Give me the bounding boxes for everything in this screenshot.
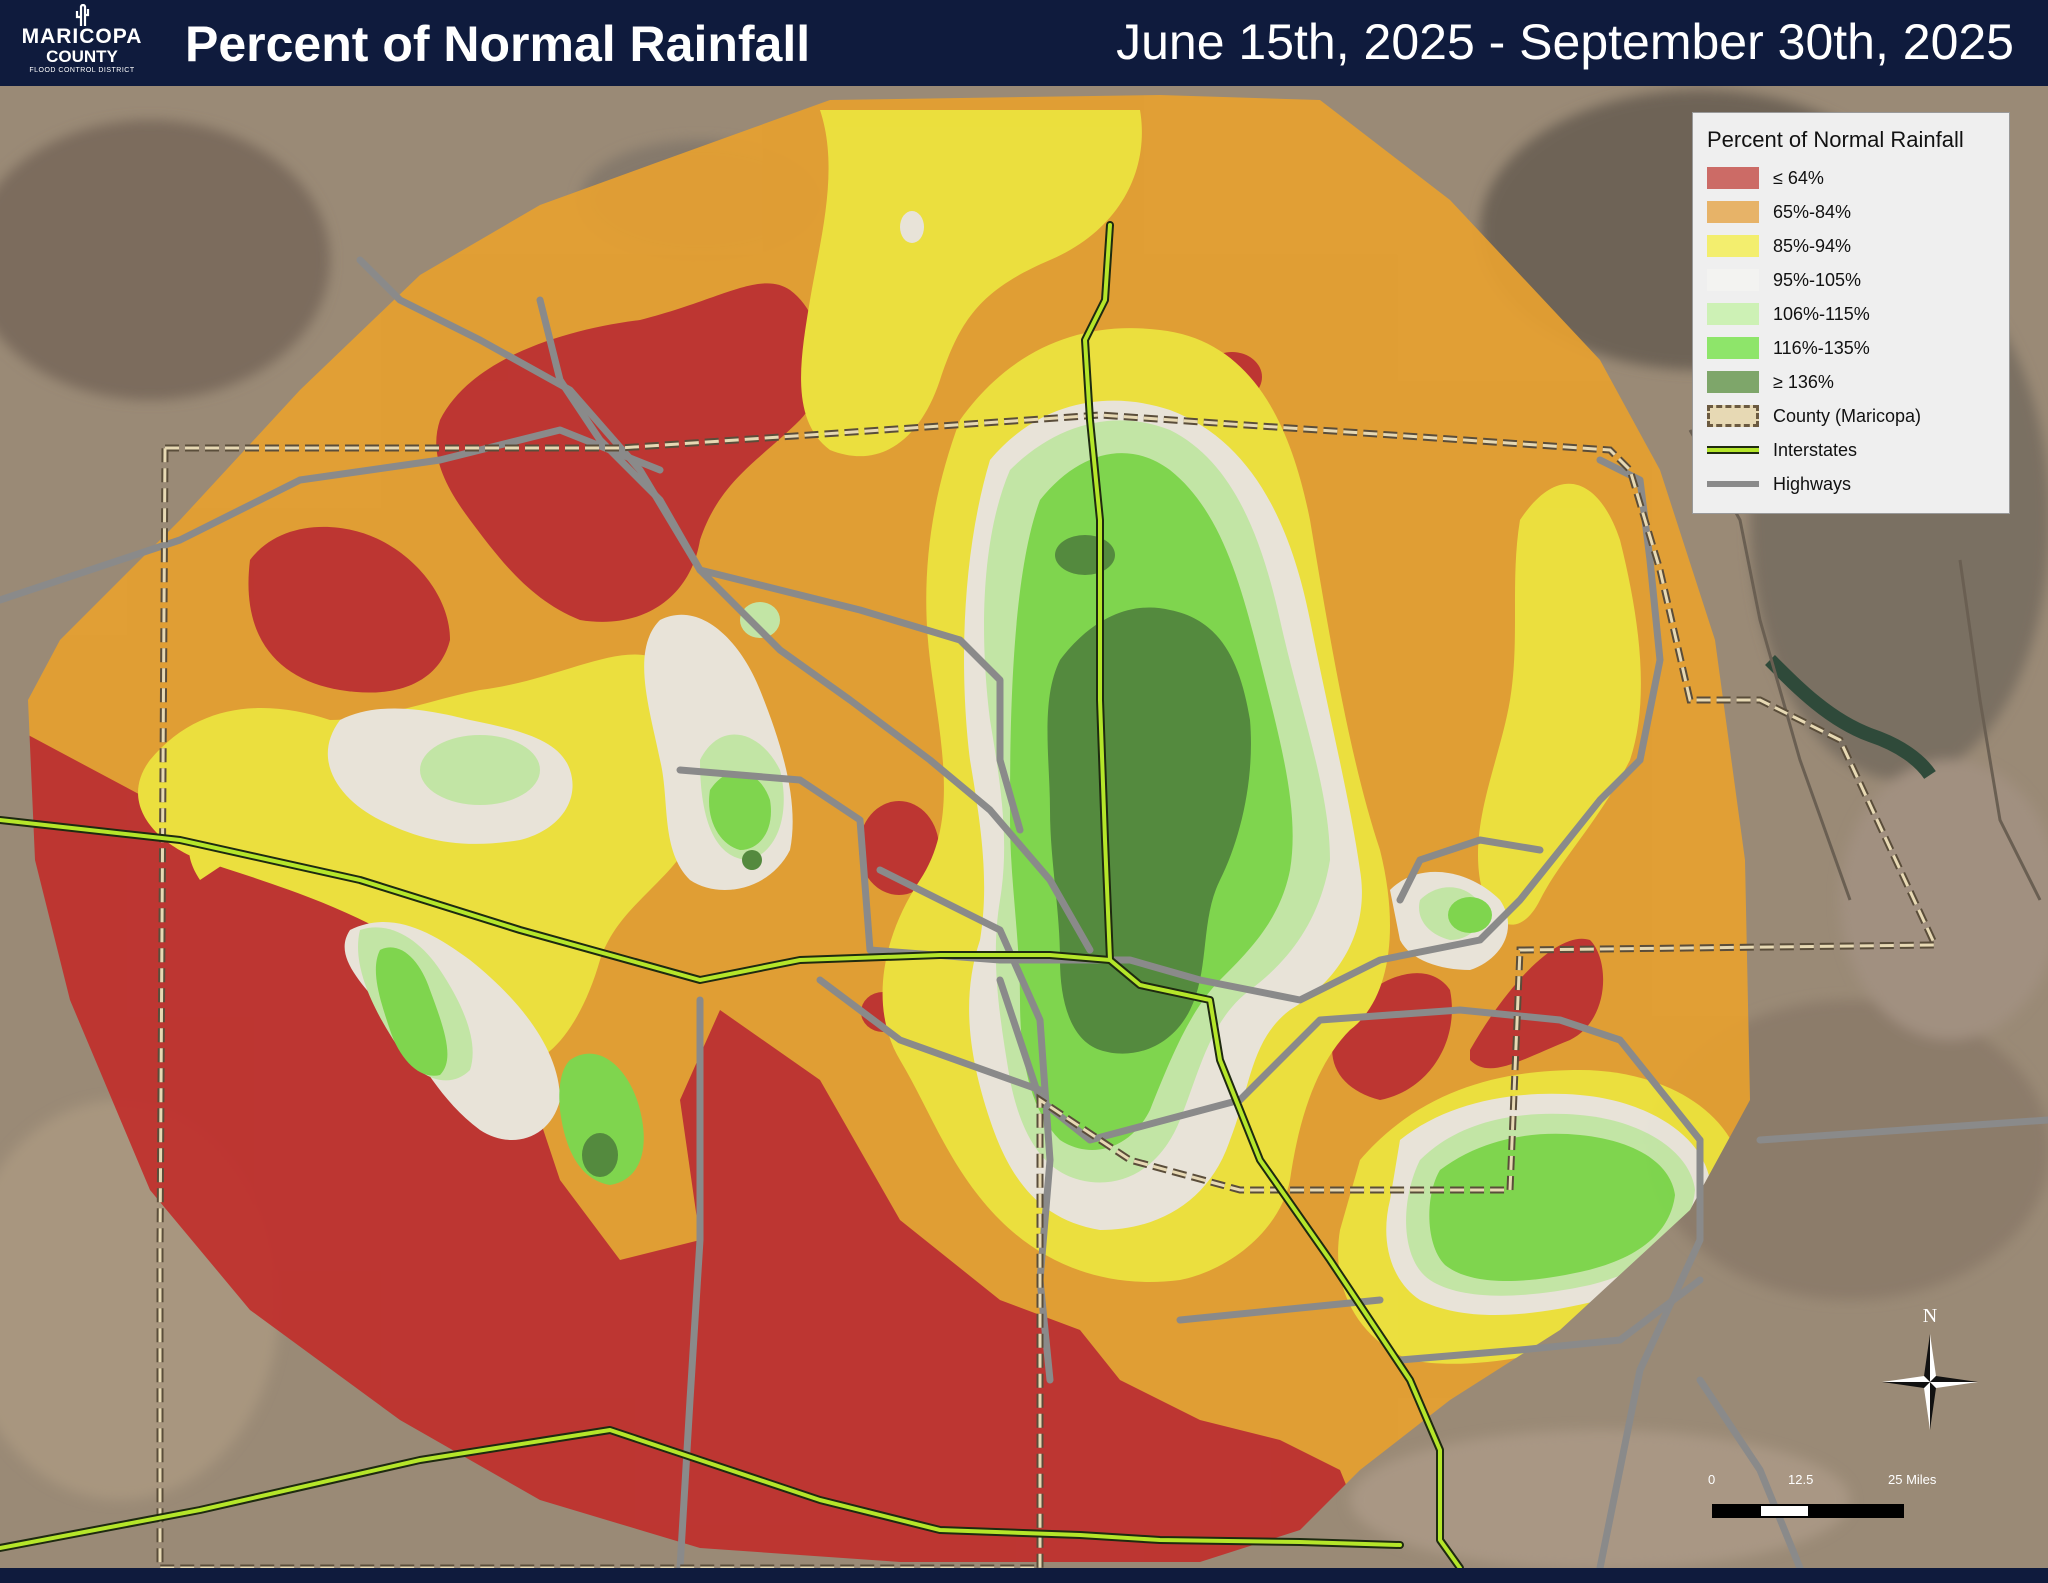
rainfall-zones — [28, 95, 1750, 1562]
legend-label: 106%-115% — [1773, 303, 1870, 324]
map-legend: Percent of Normal Rainfall ≤ 64% 65%-84%… — [1692, 112, 2010, 514]
lake-feature — [1765, 655, 1936, 780]
legend-label: 95%-105% — [1773, 269, 1862, 290]
scale-tick-25: 25 Miles — [1888, 1472, 1937, 1487]
legend-swatch — [1707, 371, 1759, 393]
legend-title: Percent of Normal Rainfall — [1707, 127, 1964, 152]
legend-item-116-135: 116%-135% — [1707, 331, 1995, 365]
legend-label: County (Maricopa) — [1773, 405, 1922, 426]
legend-swatch — [1707, 303, 1759, 325]
logo-line-2: COUNTY — [46, 47, 118, 66]
legend-item-106-115: 106%-115% — [1707, 297, 1995, 331]
legend-label: Highways — [1773, 473, 1852, 494]
county-boundary — [156, 411, 1941, 1568]
map-title: Percent of Normal Rainfall — [185, 16, 811, 72]
interstates — [0, 221, 1464, 1568]
legend-item-county: County (Maricopa) — [1707, 399, 1995, 433]
logo-line-1: MARICOPA — [21, 25, 143, 48]
legend-item-highways: Highways — [1707, 467, 1995, 501]
legend-item-ge-136: ≥ 136% — [1707, 365, 1995, 399]
footer-bar — [0, 1568, 2048, 1583]
legend-swatch — [1707, 201, 1759, 223]
logo-line-3: FLOOD CONTROL DISTRICT — [29, 67, 135, 74]
cactus-icon — [75, 4, 90, 26]
legend-label: ≥ 136% — [1773, 371, 1834, 392]
legend-label: 85%-94% — [1773, 235, 1852, 256]
header-bar: MARICOPA COUNTY FLOOD CONTROL DISTRICT P… — [0, 0, 2048, 86]
legend-swatch — [1707, 167, 1759, 189]
scale-tick-0: 0 — [1708, 1472, 1716, 1487]
north-label: N — [1922, 1305, 1938, 1327]
north-arrow: N — [1880, 1305, 1980, 1435]
highway-line-icon — [1707, 481, 1759, 487]
legend-item-le-64: ≤ 64% — [1707, 161, 1995, 195]
legend-swatch — [1707, 269, 1759, 291]
scale-tick-12-5: 12.5 — [1788, 1472, 1814, 1487]
legend-swatch — [1707, 235, 1759, 257]
legend-label: 116%-135% — [1773, 337, 1870, 358]
legend-item-85-94: 85%-94% — [1707, 229, 1995, 263]
legend-label: Interstates — [1773, 439, 1858, 460]
legend-item-interstates: Interstates — [1707, 433, 1995, 467]
legend-swatch — [1707, 405, 1759, 427]
legend-item-65-84: 65%-84% — [1707, 195, 1995, 229]
legend-item-95-105: 95%-105% — [1707, 263, 1995, 297]
zone-le-64-south — [28, 720, 1380, 1562]
legend-label: 65%-84% — [1773, 201, 1852, 222]
county-logo: MARICOPA COUNTY FLOOD CONTROL DISTRICT — [14, 4, 150, 82]
interstate-line-icon — [1707, 446, 1759, 454]
scale-bar: 0 12.5 25 Miles — [1700, 1472, 1960, 1532]
date-range: June 15th, 2025 - September 30th, 2025 — [1116, 14, 2014, 70]
legend-swatch — [1707, 337, 1759, 359]
legend-label: ≤ 64% — [1773, 167, 1824, 188]
scale-bar-segments — [1712, 1504, 1904, 1518]
compass-rose-icon — [1882, 1334, 1978, 1430]
